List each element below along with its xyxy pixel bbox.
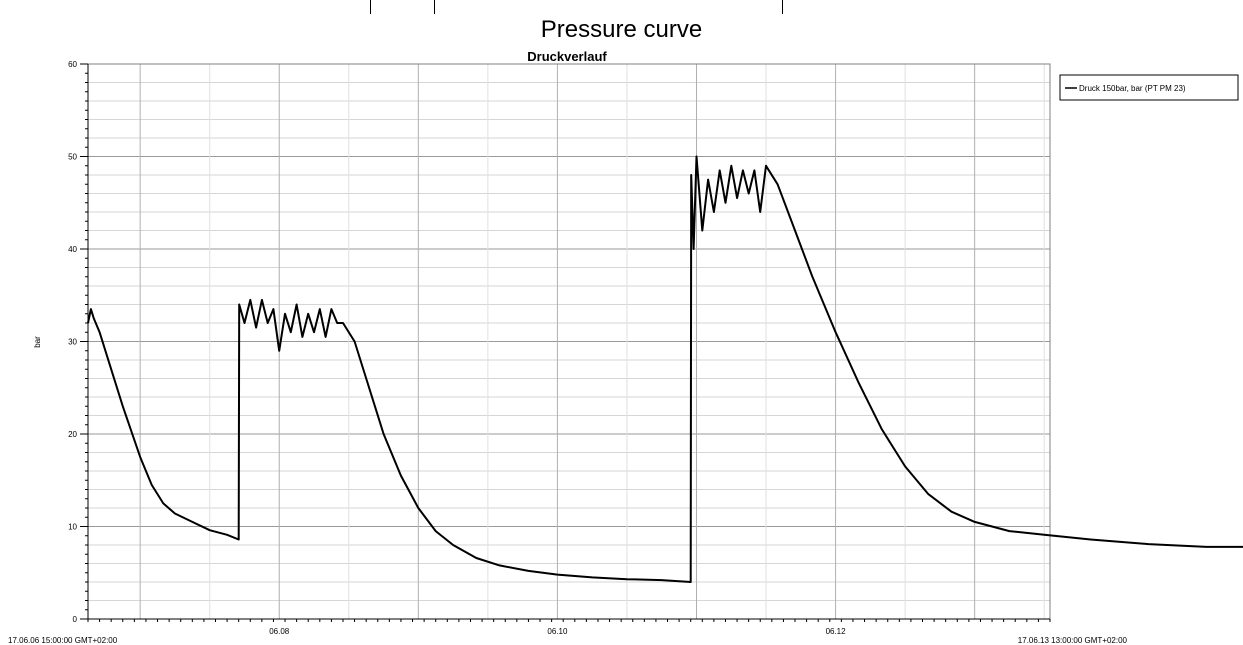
legend: Druck 150bar, bar (PT PM 23) xyxy=(1059,74,1239,101)
x-tick-label: 06.12 xyxy=(826,627,847,636)
grid xyxy=(88,63,1050,620)
x-axis-start-label: 17.06.06 15:00:00 GMT+02:00 xyxy=(8,636,118,645)
y-tick-label: 0 xyxy=(73,615,78,624)
legend-box xyxy=(1059,74,1239,101)
y-axis-label: bar xyxy=(33,336,42,348)
y-tick-label: 30 xyxy=(68,338,77,347)
y-tick-label: 50 xyxy=(68,153,77,162)
x-tick-label: 06.08 xyxy=(269,627,290,636)
series-layer xyxy=(87,155,1243,583)
series-line xyxy=(87,155,1243,583)
axes: 0 10 20 30 40 50 60 06.08 06.10 06.12 xyxy=(68,60,1051,636)
y-tick-label: 40 xyxy=(68,245,77,254)
chart-title: Druckverlauf xyxy=(527,49,607,64)
y-tick-label: 20 xyxy=(68,430,77,439)
y-tick-label: 10 xyxy=(68,523,77,532)
x-tick-label: 06.10 xyxy=(547,627,568,636)
y-tick-label: 60 xyxy=(68,60,77,69)
x-axis-end-label: 17.06.13 13:00:00 GMT+02:00 xyxy=(1018,636,1128,645)
header-cell xyxy=(435,0,783,14)
header-cell xyxy=(371,0,435,14)
page-heading: Pressure curve xyxy=(540,16,703,43)
header-cell xyxy=(0,0,371,14)
legend-entry: Druck 150bar, bar (PT PM 23) xyxy=(1079,84,1186,93)
